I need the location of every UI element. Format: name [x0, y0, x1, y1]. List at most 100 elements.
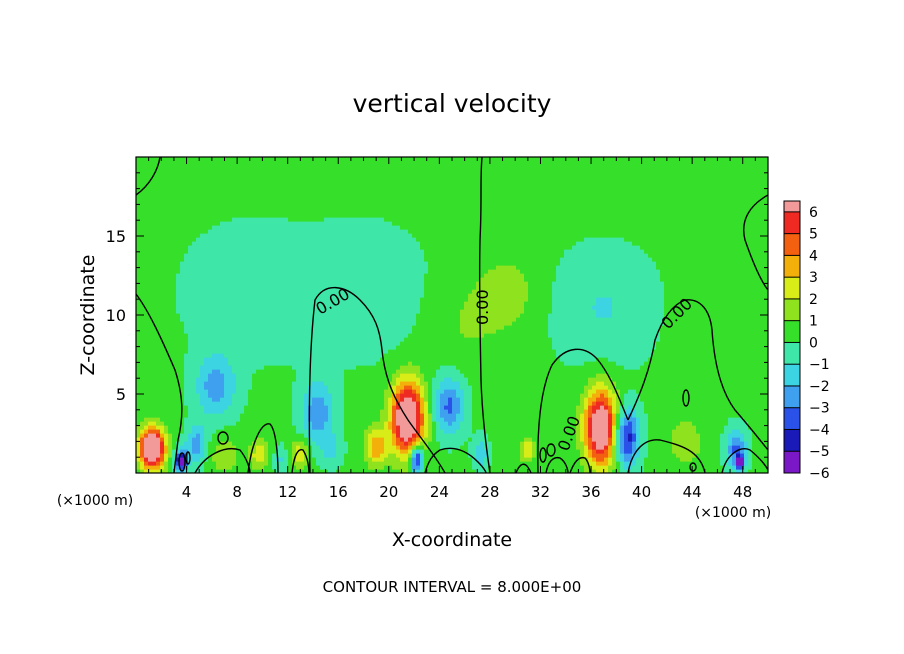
heatmap-cell: [400, 365, 405, 370]
heatmap-cell: [608, 353, 613, 358]
heatmap-cell: [556, 429, 561, 434]
heatmap-cell: [392, 405, 397, 410]
heatmap-cell: [608, 401, 613, 406]
heatmap-cell: [164, 445, 169, 450]
heatmap-cell: [612, 421, 617, 426]
heatmap-cell: [360, 421, 365, 426]
heatmap-cell: [176, 457, 181, 462]
heatmap-cell: [364, 373, 369, 378]
heatmap-cell: [572, 361, 577, 366]
heatmap-cell: [652, 429, 657, 434]
heatmap-cell: [388, 373, 393, 378]
heatmap-cell: [560, 465, 565, 470]
heatmap-cell: [332, 393, 337, 398]
heatmap-cell: [168, 461, 173, 466]
heatmap-cell: [148, 373, 153, 378]
heatmap-cell: [144, 425, 149, 430]
heatmap-cell: [312, 441, 317, 446]
heatmap-cell: [396, 445, 401, 450]
heatmap-cell: [236, 453, 241, 458]
heatmap-cell: [208, 457, 213, 462]
heatmap-cell: [696, 357, 701, 362]
heatmap-cell: [296, 425, 301, 430]
heatmap-cell: [668, 449, 673, 454]
heatmap-cell: [664, 421, 669, 426]
heatmap-cell: [288, 421, 293, 426]
heatmap-cell: [512, 345, 517, 350]
heatmap-cell: [236, 389, 241, 394]
heatmap-cell: [760, 465, 765, 470]
heatmap-cell: [396, 453, 401, 458]
heatmap-cell: [168, 445, 173, 450]
heatmap-cell: [724, 449, 729, 454]
heatmap-cell: [736, 433, 741, 438]
heatmap-cell: [560, 413, 565, 418]
heatmap-cell: [144, 357, 149, 362]
heatmap-cell: [732, 365, 737, 370]
heatmap-cell: [156, 457, 161, 462]
heatmap-cell: [208, 393, 213, 398]
heatmap-cell: [172, 453, 177, 458]
heatmap-cell: [732, 369, 737, 374]
heatmap-cell: [712, 373, 717, 378]
heatmap-cell: [300, 457, 305, 462]
heatmap-cell: [280, 365, 285, 370]
heatmap-cell: [452, 457, 457, 462]
heatmap-cell: [148, 433, 153, 438]
heatmap-cell: [292, 397, 297, 402]
heatmap-cell: [532, 349, 537, 354]
heatmap-cell: [208, 469, 213, 473]
heatmap-cell: [724, 405, 729, 410]
heatmap-cell: [728, 369, 733, 374]
heatmap-cell: [280, 449, 285, 454]
heatmap-cell: [156, 405, 161, 410]
heatmap-cell: [484, 365, 489, 370]
heatmap-cell: [336, 445, 341, 450]
heatmap-cell: [760, 409, 765, 414]
heatmap-cell: [364, 377, 369, 382]
heatmap-cell: [352, 349, 357, 354]
heatmap-cell: [260, 433, 265, 438]
heatmap-cell: [528, 405, 533, 410]
heatmap-cell: [688, 433, 693, 438]
heatmap-cell: [488, 417, 493, 422]
heatmap-cell: [400, 413, 405, 418]
heatmap-cell: [476, 441, 481, 446]
heatmap-cell: [140, 445, 145, 450]
heatmap-cell: [708, 381, 713, 386]
heatmap-cell: [664, 437, 669, 442]
heatmap-cell: [300, 365, 305, 370]
heatmap-cell: [496, 365, 501, 370]
heatmap-cell: [160, 389, 165, 394]
heatmap-cell: [532, 421, 537, 426]
heatmap-cell: [284, 397, 289, 402]
heatmap-cell: [520, 345, 525, 350]
heatmap-cell: [180, 457, 185, 462]
heatmap-cell: [140, 369, 145, 374]
heatmap-cell: [476, 389, 481, 394]
heatmap-cell: [424, 393, 429, 398]
heatmap-cell: [204, 345, 209, 350]
heatmap-cell: [436, 369, 441, 374]
heatmap-cell: [292, 373, 297, 378]
heatmap-cell: [280, 413, 285, 418]
heatmap-cell: [340, 349, 345, 354]
heatmap-cell: [428, 373, 433, 378]
heatmap-cell: [200, 413, 205, 418]
heatmap-cell: [352, 469, 357, 473]
heatmap-cell: [240, 381, 245, 386]
heatmap-cell: [764, 393, 768, 398]
heatmap-cell: [576, 377, 581, 382]
heatmap-cell: [744, 457, 749, 462]
heatmap-cell: [468, 389, 473, 394]
heatmap-cell: [368, 453, 373, 458]
heatmap-cell: [348, 421, 353, 426]
heatmap-cell: [248, 441, 253, 446]
heatmap-cell: [532, 457, 537, 462]
heatmap-cell: [320, 421, 325, 426]
heatmap-cell: [544, 369, 549, 374]
heatmap-cell: [488, 409, 493, 414]
heatmap-cell: [204, 425, 209, 430]
heatmap-cell: [564, 417, 569, 422]
heatmap-cell: [568, 349, 573, 354]
